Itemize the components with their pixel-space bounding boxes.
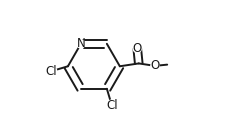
- Text: N: N: [76, 37, 85, 50]
- Text: Cl: Cl: [45, 65, 56, 78]
- Text: Cl: Cl: [106, 99, 117, 112]
- Circle shape: [45, 66, 56, 77]
- Text: O: O: [150, 59, 159, 72]
- Text: O: O: [132, 42, 141, 55]
- Circle shape: [133, 44, 141, 53]
- Circle shape: [150, 62, 158, 70]
- Circle shape: [106, 100, 117, 112]
- Circle shape: [76, 40, 85, 48]
